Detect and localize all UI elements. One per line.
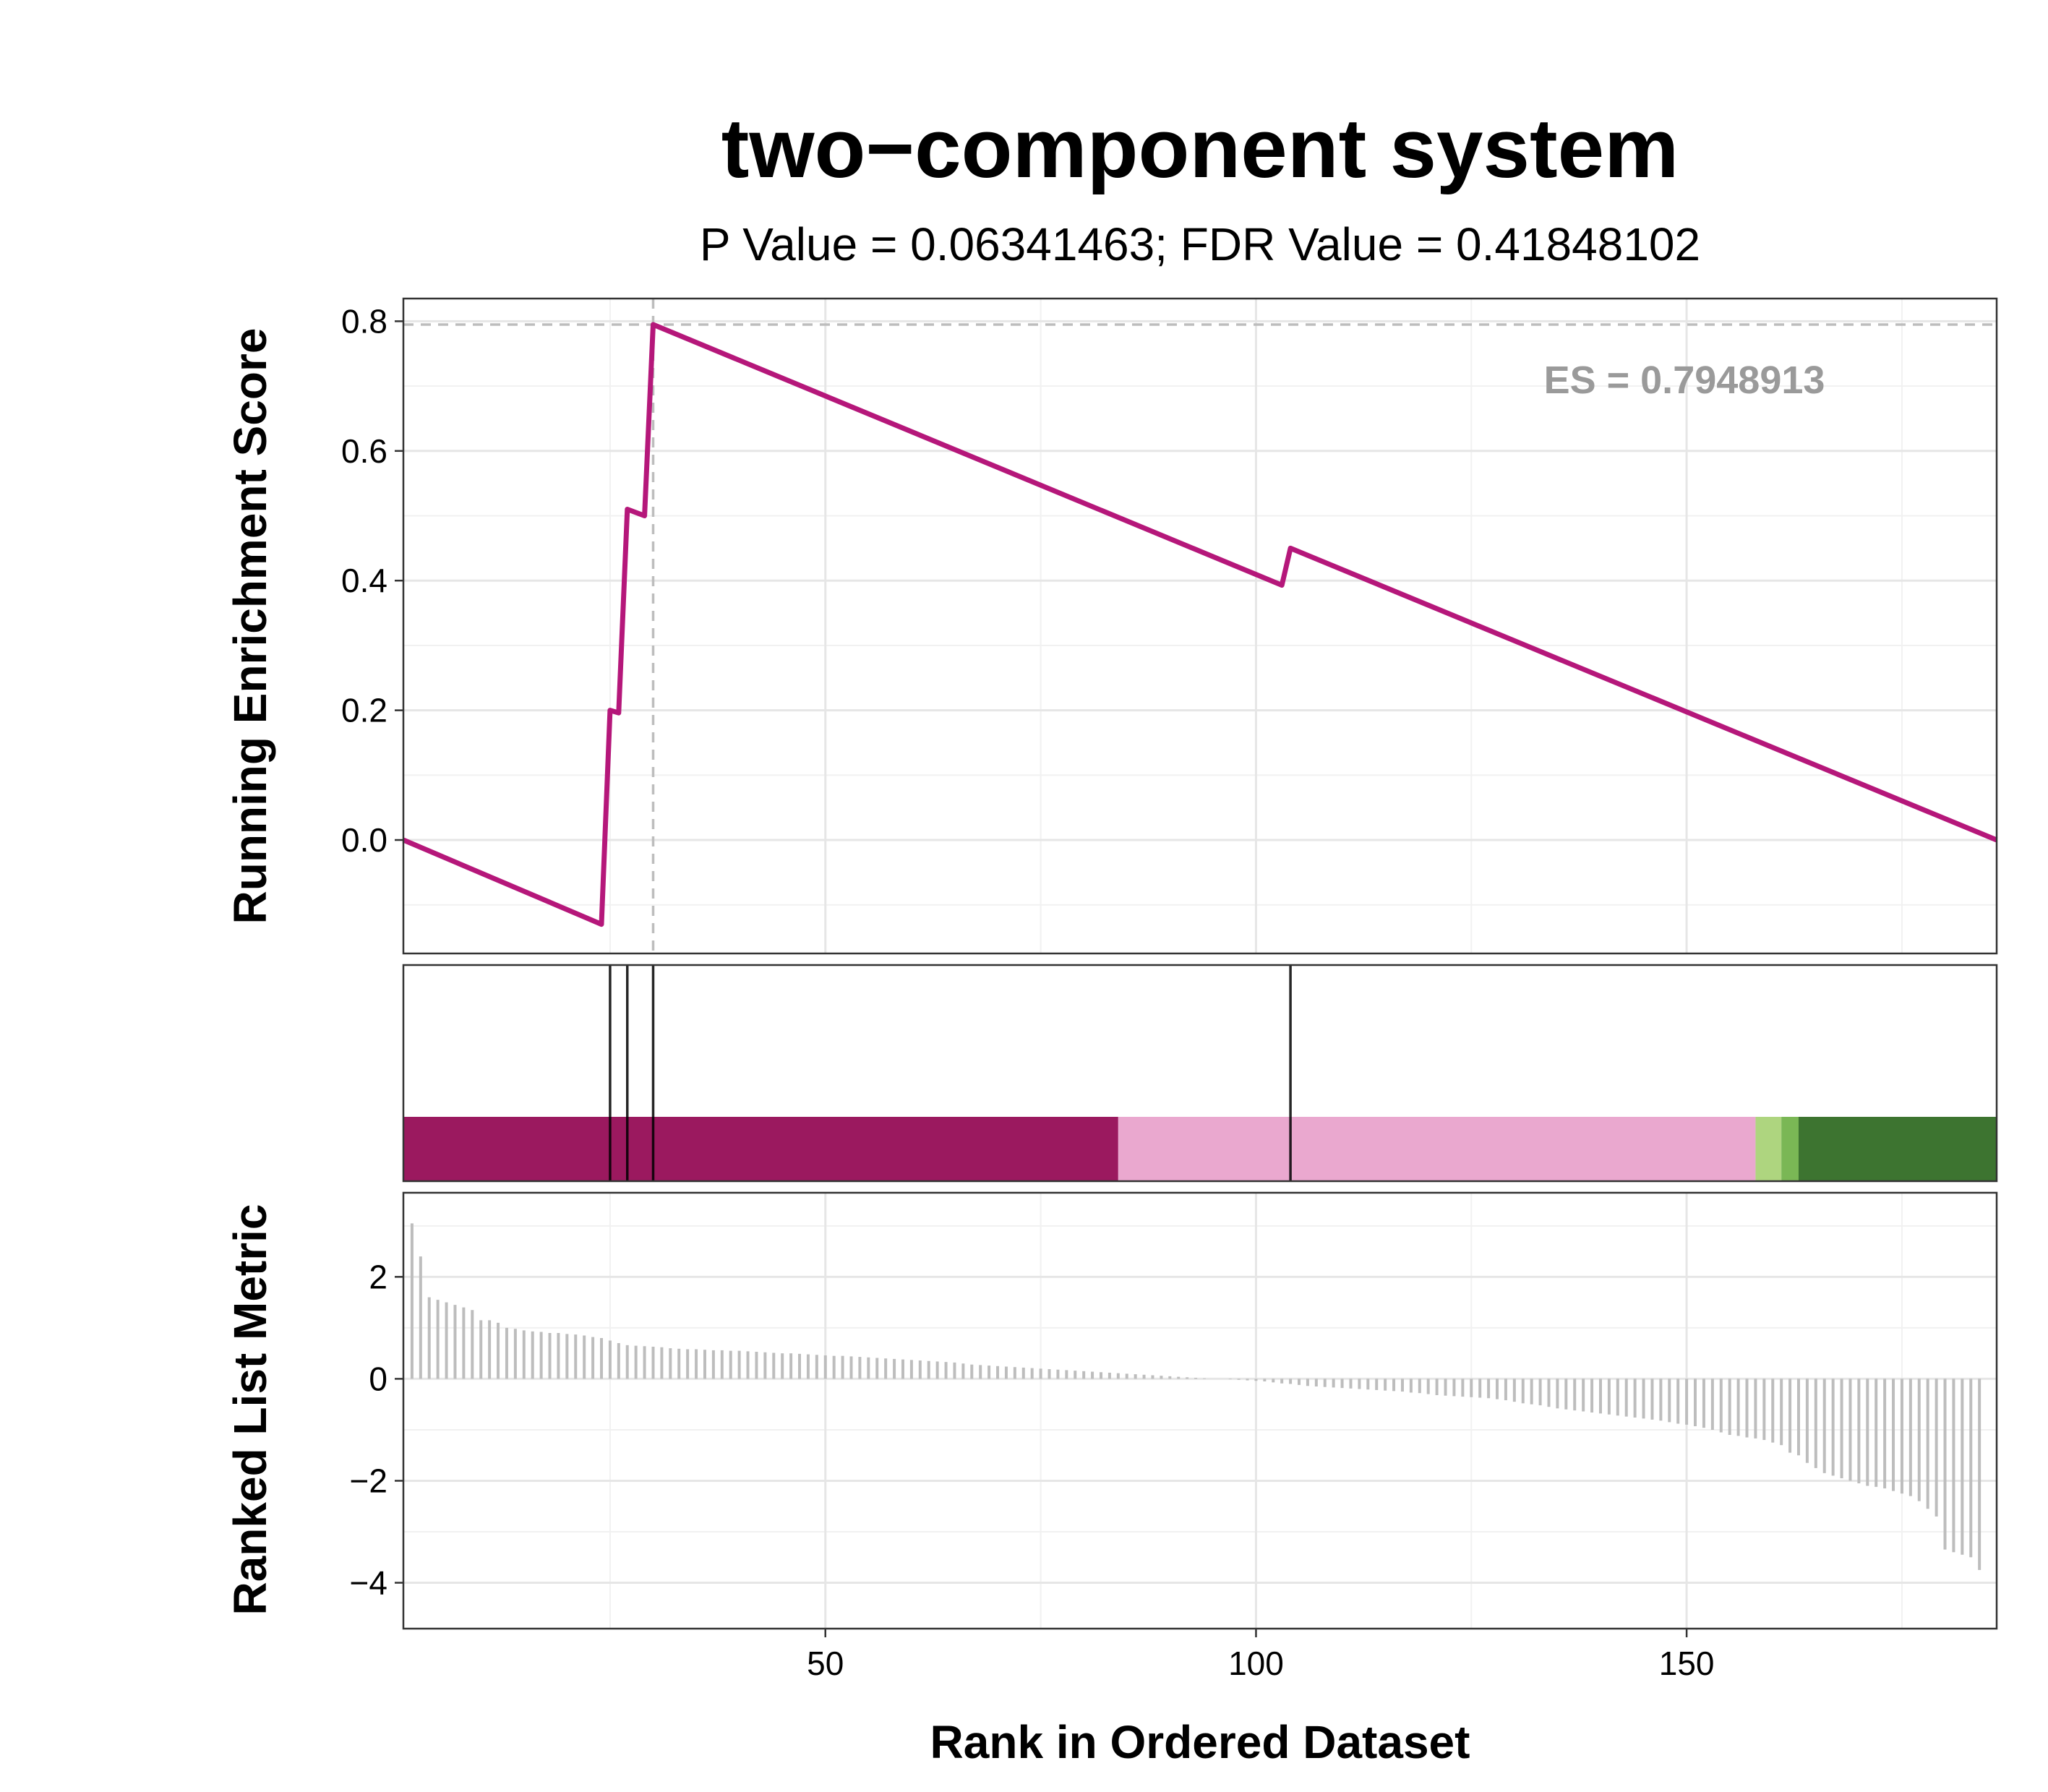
color-band-segment	[1118, 1117, 1756, 1181]
x-axis: 50 100 150	[807, 1629, 1714, 1682]
chart-title: two−component system	[721, 101, 1679, 195]
color-band-segment	[1781, 1117, 1799, 1181]
es-label: ES = 0.7948913	[1544, 359, 1825, 402]
es-y-tick-label: 0.6	[341, 432, 387, 470]
gene-hit-markers	[609, 965, 1292, 1181]
es-grid	[403, 299, 1997, 953]
running-es-line	[402, 322, 1998, 927]
metric-panel-border	[402, 1191, 1998, 1630]
running-es-panel: ES = 0.7948913 0.0 0.2 0.4 0.6 0.8	[341, 297, 1998, 955]
metric-y-tick-label: −4	[350, 1564, 387, 1602]
gene-hits-panel	[402, 964, 1998, 1183]
es-y-tick-label: 0.2	[341, 692, 387, 729]
es-y-axis-title: Running Enrichment Score	[224, 328, 276, 925]
metric-y-tick-label: 0	[369, 1360, 387, 1397]
metric-y-tick-label: −2	[350, 1462, 387, 1499]
x-tick-label: 150	[1659, 1645, 1715, 1682]
color-band-segment	[1755, 1117, 1782, 1181]
es-y-axis: 0.0 0.2 0.4 0.6 0.8	[341, 302, 403, 859]
x-tick-label: 50	[807, 1645, 844, 1682]
color-band-segment	[403, 1117, 1118, 1181]
metric-grid	[403, 1193, 1997, 1629]
x-axis-title: Rank in Ordered Dataset	[930, 1716, 1470, 1768]
ranked-metric-bars	[410, 1223, 1981, 1570]
es-y-tick-label: 0.8	[341, 302, 387, 340]
x-tick-label: 100	[1228, 1645, 1284, 1682]
es-y-tick-label: 0.0	[341, 821, 387, 859]
metric-y-axis-title: Ranked List Metric	[224, 1204, 276, 1615]
es-panel-border	[402, 297, 1998, 955]
hits-panel-border	[402, 964, 1998, 1183]
ranked-metric-panel: −4 −2 0 2 50 100 150	[350, 1191, 1998, 1682]
metric-y-axis: −4 −2 0 2	[350, 1258, 403, 1602]
es-y-tick-label: 0.4	[341, 562, 387, 599]
rank-color-band	[403, 1117, 1997, 1181]
chart-subtitle: P Value = 0.06341463; FDR Value = 0.4184…	[700, 218, 1700, 270]
es-reference-lines	[403, 299, 1997, 953]
color-band-segment	[1798, 1117, 1997, 1181]
metric-y-tick-label: 2	[369, 1258, 387, 1295]
